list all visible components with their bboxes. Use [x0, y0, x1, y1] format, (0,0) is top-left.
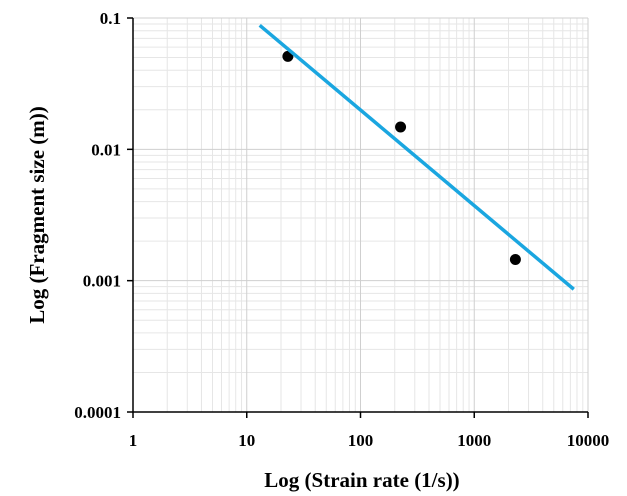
y-tick-label: 0.001 — [83, 272, 121, 291]
trend-line — [258, 23, 575, 291]
x-tick-label: 1000 — [457, 431, 491, 450]
grid-minor — [133, 18, 588, 412]
x-tick-label: 10000 — [567, 431, 610, 450]
x-axis-label: Log (Strain rate (1/s)) — [264, 468, 459, 492]
data-point — [282, 50, 294, 62]
tick-labels: 1 10 100 1000 10000 0.0001 0.001 0.01 0.1 — [74, 9, 609, 450]
axes — [127, 17, 589, 418]
x-tick-label: 10 — [238, 431, 255, 450]
y-tick-label: 0.1 — [100, 9, 121, 28]
data-point — [395, 121, 407, 133]
series — [258, 23, 575, 291]
x-tick-label: 100 — [348, 431, 374, 450]
x-tick-label: 1 — [129, 431, 138, 450]
y-tick-label: 0.0001 — [74, 403, 121, 422]
y-axis-label: Log (Fragment size (m)) — [25, 106, 49, 324]
grid-major — [133, 17, 589, 412]
y-tick-label: 0.01 — [91, 140, 121, 159]
data-point — [509, 253, 521, 265]
